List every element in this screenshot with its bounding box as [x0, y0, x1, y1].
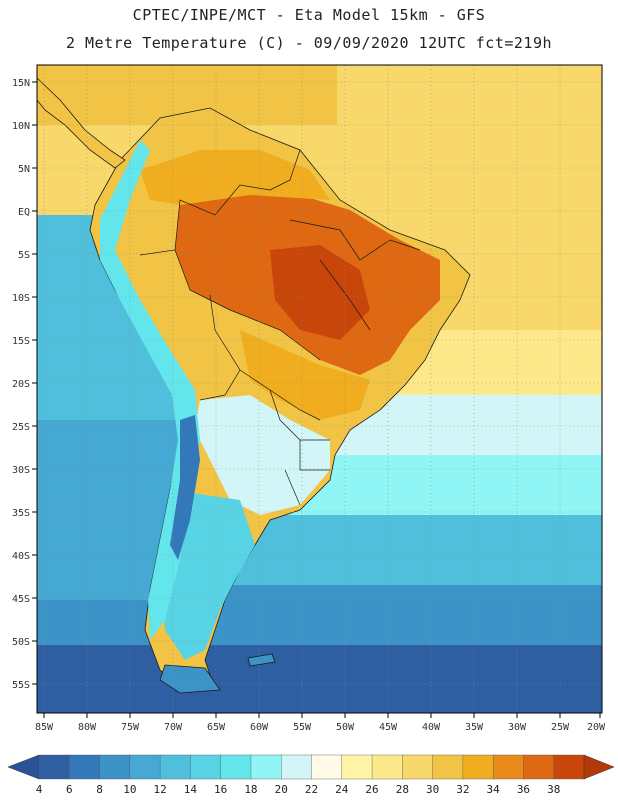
colorbar-label: 34 — [487, 783, 501, 796]
lon-label: 85W — [35, 722, 54, 733]
colorbar-label: 16 — [214, 783, 227, 796]
lat-label: 35S — [12, 508, 30, 519]
lon-label: 35W — [465, 722, 484, 733]
colorbar-swatch — [341, 754, 373, 780]
lon-label: 55W — [293, 722, 312, 733]
map-frame — [36, 64, 603, 714]
lon-label: 65W — [207, 722, 226, 733]
lat-label: 5S — [18, 250, 30, 261]
lon-label: 75W — [121, 722, 140, 733]
colorbar-label: 10 — [123, 783, 136, 796]
colorbar-label: 22 — [305, 783, 318, 796]
lon-label: 50W — [336, 722, 355, 733]
lat-label: 10S — [12, 293, 30, 304]
colorbar-swatch — [38, 754, 70, 780]
chart-title: CPTEC/INPE/MCT - Eta Model 15km - GFS — [132, 6, 486, 24]
grid-lines — [37, 65, 602, 713]
tick-marks — [32, 81, 601, 718]
lat-label: EQ — [18, 207, 30, 218]
colorbar-swatch — [492, 754, 525, 780]
lon-label: 20W — [587, 722, 606, 733]
colorbar-swatch — [69, 754, 101, 780]
lon-label: 70W — [164, 722, 183, 733]
colorbar-label: 36 — [517, 783, 530, 796]
colorbar-low-arrow — [7, 754, 40, 780]
colorbar-swatch — [311, 754, 343, 780]
colorbar-swatch — [432, 754, 464, 780]
colorbar-swatch — [190, 754, 222, 780]
colorbar-label: 8 — [96, 783, 103, 796]
colorbar-label: 4 — [36, 783, 43, 796]
lat-label: 30S — [12, 465, 30, 476]
colorbar-swatch — [129, 754, 161, 780]
lon-label: 60W — [250, 722, 269, 733]
latitude-labels: 15N 10N 5N EQ 5S 10S 15S 20S 25S 30S 35S… — [12, 78, 30, 691]
colorbar-label: 14 — [184, 783, 198, 796]
colorbar-high-arrow — [583, 754, 615, 780]
colorbar-label: 24 — [335, 783, 349, 796]
colorbar-swatch — [553, 754, 585, 780]
colorbar-label: 38 — [547, 783, 560, 796]
chart-subtitle: 2 Metre Temperature (C) - 09/09/2020 12U… — [65, 34, 553, 52]
colorbar-swatch — [402, 754, 434, 780]
colorbar-label: 18 — [244, 783, 257, 796]
andes-coldest-strip — [170, 415, 200, 560]
colorbar-swatch — [462, 754, 494, 780]
ocean-south — [37, 645, 602, 713]
lat-label: 10N — [12, 121, 30, 132]
lon-label: 45W — [379, 722, 398, 733]
southeast-warm-zone — [240, 330, 370, 420]
map-field — [37, 65, 602, 713]
lat-label: 15N — [12, 78, 30, 89]
lat-label: 15S — [12, 336, 30, 347]
center-hottest-zone — [270, 245, 370, 340]
colorbar-swatch — [159, 754, 192, 780]
colorbar-swatch — [220, 754, 252, 780]
colorbar-swatch — [281, 754, 313, 780]
colorbar-label: 6 — [66, 783, 73, 796]
lon-label: 80W — [78, 722, 97, 733]
colorbar-swatch — [250, 754, 282, 780]
tierra-del-fuego — [159, 664, 221, 694]
colorbar: 4 6 8 10 12 14 16 18 20 22 24 26 28 30 32 34 36 38 — [7, 754, 615, 796]
lat-label: 25S — [12, 422, 30, 433]
colorbar-swatch — [371, 754, 404, 780]
country-borders — [139, 149, 421, 506]
lon-label: 25W — [551, 722, 570, 733]
colorbar-label: 32 — [456, 783, 469, 796]
lon-label: 30W — [508, 722, 527, 733]
colorbar-label: 30 — [426, 783, 439, 796]
pacific-cold-water — [37, 420, 190, 600]
lat-label: 45S — [12, 594, 30, 605]
lat-label: 55S — [12, 680, 30, 691]
falkland-islands — [247, 653, 276, 667]
lat-label: 40S — [12, 551, 30, 562]
lat-label: 5N — [18, 164, 30, 175]
colorbar-label: 20 — [275, 783, 288, 796]
pampas-cool-land — [195, 395, 330, 515]
colorbar-label: 12 — [153, 783, 166, 796]
pacific-cool-water — [37, 215, 190, 420]
lat-label: 20S — [12, 379, 30, 390]
north-warm-zone — [140, 150, 330, 205]
colorbar-label: 28 — [396, 783, 409, 796]
lon-label: 40W — [422, 722, 441, 733]
longitude-labels: 85W 80W 75W 70W 65W 60W 55W 50W 45W 40W … — [35, 722, 606, 733]
colorbar-label: 26 — [365, 783, 378, 796]
central-america-land — [37, 77, 126, 169]
colorbar-swatch — [523, 754, 555, 780]
colorbar-swatch — [99, 754, 131, 780]
lat-label: 50S — [12, 637, 30, 648]
